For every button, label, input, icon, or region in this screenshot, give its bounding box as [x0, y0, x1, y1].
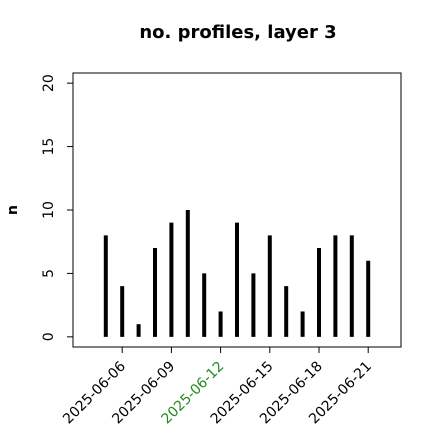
y-axis-label: n — [5, 205, 21, 215]
y-tick-label: 10 — [41, 201, 57, 219]
y-tick-label: 20 — [41, 74, 57, 92]
y-tick-label: 0 — [41, 332, 57, 341]
chart-title: no. profiles, layer 3 — [139, 22, 336, 43]
y-tick-label: 15 — [41, 138, 57, 156]
y-tick-label: 5 — [41, 269, 57, 278]
